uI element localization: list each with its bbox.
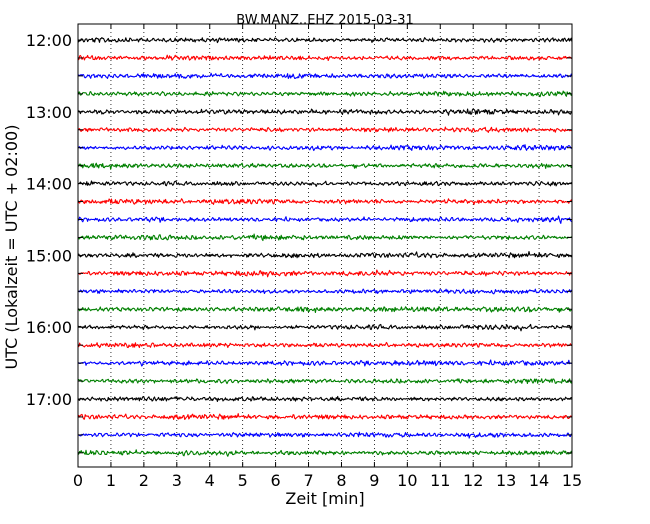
trace-1545 bbox=[77, 306, 573, 314]
trace-1530 bbox=[77, 288, 573, 295]
y-tick-label-0: 12:00 bbox=[26, 31, 72, 50]
trace-1400 bbox=[77, 180, 573, 187]
trace-1415 bbox=[77, 198, 573, 206]
x-tick-label-7: 7 bbox=[303, 471, 313, 490]
y-tick-label-3: 15:00 bbox=[26, 246, 72, 265]
trace-1715 bbox=[77, 413, 573, 421]
trace-1515 bbox=[78, 269, 573, 278]
trace-1430 bbox=[77, 215, 573, 224]
x-tick-label-13: 13 bbox=[496, 471, 516, 490]
trace-1600 bbox=[77, 323, 573, 332]
y-tick-label-2: 14:00 bbox=[26, 175, 72, 194]
x-tick-label-11: 11 bbox=[430, 471, 450, 490]
y-tick-label-5: 17:00 bbox=[26, 390, 72, 409]
trace-1245 bbox=[77, 90, 573, 98]
trace-1230 bbox=[77, 72, 573, 79]
x-ticks: 0 1 2 3 4 5 6 7 8 9 10 11 12 13 14 15 bbox=[73, 24, 582, 490]
x-tick-label-0: 0 bbox=[73, 471, 83, 490]
x-tick-label-12: 12 bbox=[463, 471, 483, 490]
x-tick-label-9: 9 bbox=[369, 471, 379, 490]
x-tick-label-2: 2 bbox=[139, 471, 149, 490]
y-axis-label: UTC (Lokalzeit = UTC + 02:00) bbox=[2, 125, 21, 370]
y-tick-label-1: 13:00 bbox=[26, 103, 72, 122]
x-tick-label-10: 10 bbox=[397, 471, 417, 490]
x-tick-label-3: 3 bbox=[172, 471, 182, 490]
trace-1730 bbox=[77, 431, 572, 439]
x-tick-label-15: 15 bbox=[562, 471, 582, 490]
x-tick-label-4: 4 bbox=[205, 471, 215, 490]
trace-1445 bbox=[77, 233, 573, 242]
trace-1700 bbox=[77, 395, 573, 403]
x-tick-label-1: 1 bbox=[106, 471, 116, 490]
trace-1345 bbox=[77, 162, 573, 170]
trace-1200 bbox=[77, 37, 573, 44]
y-tick-label-4: 16:00 bbox=[26, 318, 72, 337]
x-tick-label-5: 5 bbox=[238, 471, 248, 490]
trace-1300 bbox=[77, 108, 573, 116]
trace-1215 bbox=[77, 54, 572, 62]
trace-1330 bbox=[77, 144, 573, 152]
trace-1745 bbox=[77, 449, 573, 457]
y-ticks: 12:00 13:00 14:00 15:00 16:00 17:00 bbox=[26, 31, 572, 454]
trace-1615 bbox=[77, 341, 573, 349]
plot-frame bbox=[77, 23, 573, 468]
grid-lines bbox=[110, 24, 540, 467]
trace-1630 bbox=[77, 359, 573, 367]
x-tick-label-6: 6 bbox=[271, 471, 281, 490]
trace-1645 bbox=[78, 378, 573, 385]
chart-title: BW.MANZ..EHZ 2015-03-31 bbox=[236, 13, 414, 28]
x-axis-label: Zeit [min] bbox=[285, 489, 364, 508]
seismic-traces bbox=[77, 37, 573, 457]
x-tick-label-14: 14 bbox=[529, 471, 549, 490]
trace-1500 bbox=[77, 250, 573, 259]
trace-1315 bbox=[77, 126, 573, 133]
x-tick-label-8: 8 bbox=[336, 471, 346, 490]
